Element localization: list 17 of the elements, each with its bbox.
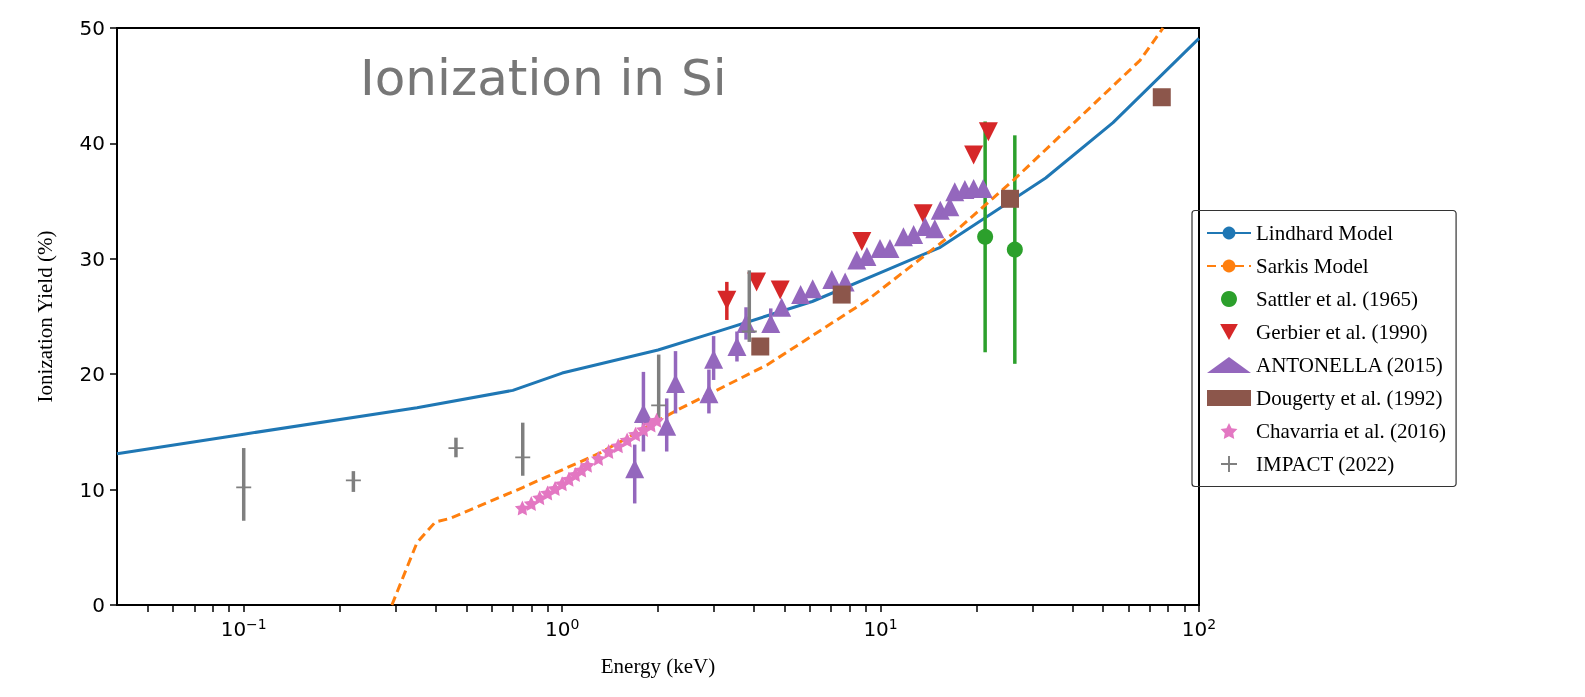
y-tick-label: 50 [79,16,105,40]
y-tick-label: 10 [79,477,105,502]
legend-label: Sarkis Model [1256,254,1369,278]
legend-label: ANTONELLA (2015) [1256,353,1443,377]
legend-label: IMPACT (2022) [1256,452,1395,476]
legend-label: Dougerty et al. (1992) [1256,386,1443,410]
legend-label: Gerbier et al. (1990) [1256,320,1428,344]
y-tick-label: 30 [79,246,105,271]
legend-label: Chavarria et al. (2016) [1256,419,1447,443]
chart-title: Ionization in Si [360,49,727,107]
legend-label: Sattler et al. (1965) [1256,287,1419,311]
y-tick-label: 20 [79,362,105,387]
y-axis-title: Ionization Yield (%) [32,230,57,403]
legend-label: Lindhard Model [1256,221,1394,245]
y-tick-label: 40 [79,131,105,156]
x-axis-title: Energy (keV) [600,653,716,678]
y-tick-label: 0 [92,593,105,617]
